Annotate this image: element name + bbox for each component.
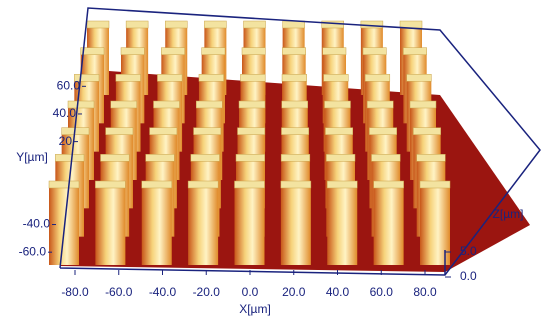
pillar-top — [153, 100, 180, 109]
pillar-top — [120, 47, 145, 55]
y-tick-label: -60.0 — [19, 244, 47, 258]
pillar-top — [326, 154, 356, 162]
pillar-top — [322, 47, 347, 55]
pillar — [95, 185, 126, 265]
pillar-top — [234, 180, 265, 189]
pillar-top — [409, 100, 437, 109]
pillar-top — [80, 47, 105, 55]
z-tick-label: 0.0 — [460, 269, 477, 283]
x-tick-label: -20.0 — [193, 285, 221, 299]
pillar-top — [100, 154, 130, 162]
y-axis-label: Y[µm] — [16, 150, 48, 164]
pillar-top — [406, 74, 432, 82]
pillar-top — [110, 100, 137, 109]
pillar-top — [373, 180, 404, 189]
pillar-top — [141, 180, 172, 189]
pillar-top — [48, 180, 80, 189]
y-tick-label: -40.0 — [23, 217, 51, 231]
pillar — [373, 185, 404, 265]
pillar-top — [74, 74, 100, 82]
pillar — [280, 185, 311, 265]
pillar-top — [369, 127, 397, 135]
pillar-top — [238, 100, 266, 109]
pillar — [327, 185, 358, 265]
x-tick-label: -80.0 — [61, 285, 89, 299]
pillar-top — [280, 180, 312, 189]
pillar-top — [157, 74, 183, 82]
pillar-top — [280, 154, 311, 162]
pillar-top — [281, 127, 310, 135]
pillar-top — [281, 74, 307, 82]
pillar-top — [161, 47, 185, 55]
pillar-top — [190, 154, 220, 162]
x-tick-label: 60.0 — [370, 285, 394, 299]
pillar-top — [204, 20, 227, 29]
pillar-top — [324, 100, 351, 109]
pillar-top — [237, 127, 266, 135]
pillar-top — [362, 47, 387, 55]
x-tick-label: -60.0 — [105, 285, 133, 299]
pillar-top — [149, 127, 178, 135]
pillar-top — [187, 180, 219, 189]
x-tick-label: -40.0 — [149, 285, 177, 299]
pillar-top — [241, 47, 266, 55]
pillar-top — [364, 74, 391, 82]
x-axis-label: X[µm] — [239, 302, 271, 316]
x-tick-label: 20.0 — [282, 285, 306, 299]
pillar-top — [282, 47, 306, 55]
pillar-top — [193, 127, 222, 135]
pillar-top — [201, 47, 226, 55]
pillar-top — [413, 127, 441, 135]
pillar-top — [86, 20, 110, 29]
pillars — [48, 20, 451, 265]
pillar-top — [67, 100, 95, 109]
x-tick-label: 40.0 — [326, 285, 350, 299]
pillar-top — [165, 20, 188, 29]
y-tick-label: 60.0 — [57, 78, 81, 92]
pillar-top — [367, 100, 394, 109]
pillar — [141, 185, 172, 265]
pillar-top — [125, 20, 149, 29]
pillar-top — [416, 154, 446, 162]
pillar-top — [325, 127, 353, 135]
pillar-top — [371, 154, 401, 162]
x-tick-label: 0.0 — [242, 285, 259, 299]
pillar-top — [281, 100, 308, 109]
pillar-top — [115, 74, 141, 82]
pillar-top — [419, 180, 451, 189]
pillar-top — [240, 74, 266, 82]
pillar-top — [243, 20, 266, 29]
pillar-top — [95, 180, 126, 189]
z-tick-label: 5.0 — [460, 244, 477, 258]
pillar — [234, 185, 265, 265]
pillar-top — [235, 154, 265, 162]
y-tick-label: 40.0 — [53, 106, 77, 120]
pillar-top — [399, 20, 423, 29]
pillar-top — [403, 47, 427, 55]
pillar-top — [145, 154, 175, 162]
pillar-top — [196, 100, 223, 109]
z-axis-label: Z[µm] — [493, 207, 524, 221]
y-tick-label: 20 — [59, 134, 73, 148]
pillar-top — [327, 180, 358, 189]
pillar-top — [323, 74, 349, 82]
pillar-top — [198, 74, 224, 82]
x-tick-label: 80.0 — [413, 285, 437, 299]
pillar-top — [55, 154, 85, 162]
pillar — [188, 185, 219, 265]
pillar-top — [105, 127, 134, 135]
